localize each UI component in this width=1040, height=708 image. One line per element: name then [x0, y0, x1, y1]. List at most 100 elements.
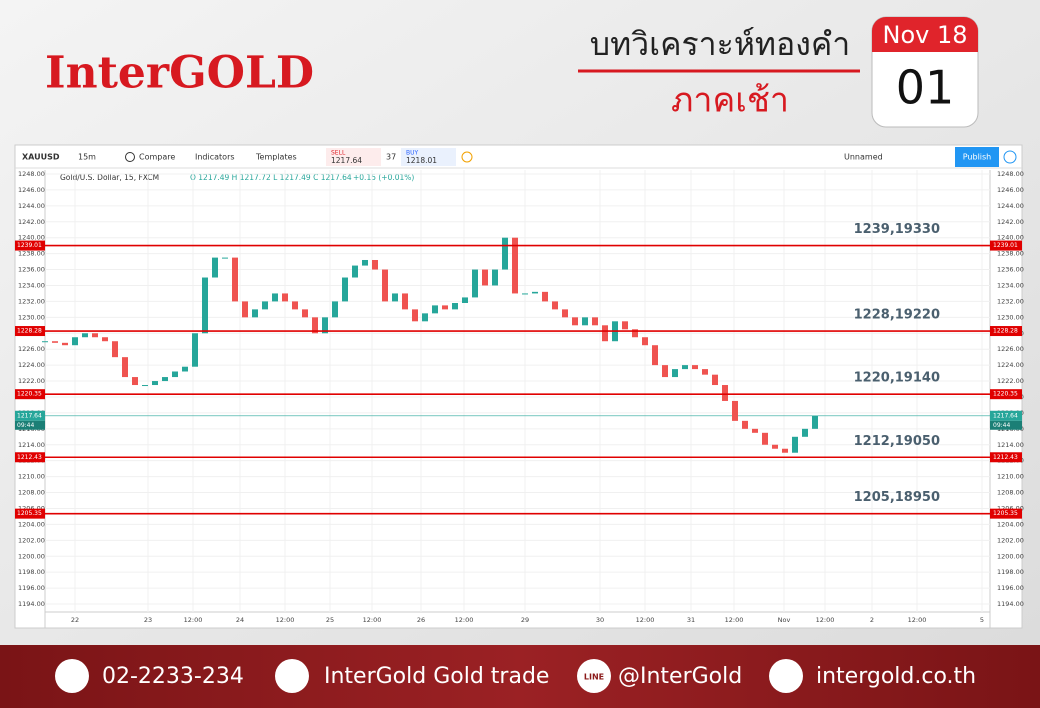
info-icon[interactable]	[461, 151, 473, 163]
publish-button[interactable]	[955, 147, 999, 167]
level-tag-right	[990, 326, 1022, 337]
candle	[712, 374, 718, 386]
candle	[652, 345, 658, 366]
x-tick-label: 12:00	[184, 616, 203, 624]
y-tick-label-right: 1244.00	[997, 202, 1024, 210]
candle	[432, 305, 438, 314]
play-icon[interactable]	[1003, 150, 1017, 164]
candle	[322, 317, 328, 334]
candle	[82, 333, 88, 338]
y-tick-label: 1198.00	[18, 568, 45, 576]
x-tick-label: 12:00	[636, 616, 655, 624]
y-tick-label: 1208.00	[18, 489, 45, 497]
x-tick-label: 25	[326, 616, 334, 624]
templates[interactable]: Templates	[255, 153, 297, 162]
candle	[112, 341, 118, 358]
y-tick-label: 1226.00	[18, 345, 45, 353]
x-tick-label: 12:00	[816, 616, 835, 624]
x-tick-label: 12:00	[276, 616, 295, 624]
buy-label: BUY	[406, 150, 419, 157]
buy-box[interactable]	[401, 148, 456, 166]
y-tick-label-right: 1242.00	[997, 218, 1024, 226]
candle	[522, 293, 528, 295]
y-tick-label-right: 1248.00	[997, 170, 1024, 178]
candle	[352, 265, 358, 278]
y-tick-label-right: 1238.00	[997, 250, 1024, 258]
layout-name[interactable]: Unnamed	[844, 153, 883, 162]
level-note: 1220,19140	[854, 371, 940, 386]
symbol[interactable]: XAUUSD	[22, 153, 60, 162]
candle	[692, 365, 698, 370]
candle	[762, 432, 768, 445]
current-tag	[990, 410, 1022, 421]
sell-box[interactable]	[326, 148, 381, 166]
candle	[672, 369, 678, 378]
y-tick-label: 1222.00	[18, 377, 45, 385]
line-icon	[577, 659, 611, 693]
subtitle: ภาคเช้า	[671, 81, 789, 121]
x-tick-label: 5	[980, 616, 984, 624]
buy-price: 1218.01	[406, 156, 437, 165]
candle	[752, 428, 758, 433]
candle	[422, 313, 428, 322]
candle	[342, 277, 348, 302]
candle	[642, 337, 648, 346]
time-tag-label: 09:44	[993, 422, 1010, 429]
x-tick-label: 12:00	[363, 616, 382, 624]
candle	[442, 305, 448, 310]
current-tag-label: 1217.64	[17, 412, 42, 419]
candle	[102, 337, 108, 342]
y-tick-label: 1238.00	[18, 250, 45, 258]
level-tag-label-right: 1205.35	[993, 510, 1018, 517]
interval[interactable]: 15m	[78, 153, 96, 162]
x-tick-label: 22	[71, 616, 79, 624]
y-tick-label-right: 1214.00	[997, 441, 1024, 449]
candle	[242, 301, 248, 318]
level-tag-label-right: 1228.28	[993, 328, 1018, 335]
y-tick-label-right: 1236.00	[997, 266, 1024, 274]
candle	[122, 357, 128, 378]
candle	[802, 428, 808, 437]
y-tick-label: 1244.00	[18, 202, 45, 210]
y-tick-label-right: 1194.00	[997, 600, 1024, 608]
level-tag-label: 1212.43	[17, 454, 42, 461]
y-tick-label: 1246.00	[18, 186, 45, 194]
logo: InterGOLD	[45, 48, 314, 99]
candle	[782, 448, 788, 453]
web: intergold.co.th	[816, 664, 976, 689]
y-tick-label-right: 1204.00	[997, 520, 1024, 528]
candle	[542, 291, 548, 302]
candle	[622, 321, 628, 330]
current-tag	[15, 410, 45, 421]
x-tick-label: 29	[521, 616, 529, 624]
candle	[182, 366, 188, 372]
y-tick-label-right: 1222.00	[997, 377, 1024, 385]
level-tag-right	[990, 240, 1022, 251]
y-tick-label-right: 1206.00	[997, 504, 1024, 512]
candle	[42, 341, 48, 343]
candle	[582, 317, 588, 326]
chart-panel	[14, 144, 1023, 629]
candle	[792, 436, 798, 453]
footer	[0, 645, 1040, 708]
x-tick-label: 12:00	[725, 616, 744, 624]
candle	[62, 342, 68, 346]
level-tag-label-right: 1220.35	[993, 391, 1018, 398]
candle	[562, 309, 568, 318]
candle	[382, 269, 388, 302]
compare[interactable]: Compare	[139, 153, 175, 162]
candle	[812, 415, 818, 429]
candle	[192, 333, 198, 367]
x-tick-label: 26	[417, 616, 425, 624]
candle	[632, 329, 638, 338]
candle	[702, 369, 708, 375]
candle	[572, 317, 578, 326]
indicators[interactable]: Indicators	[195, 153, 235, 162]
y-tick-label-right: 1232.00	[997, 297, 1024, 305]
candle	[482, 269, 488, 286]
candle	[682, 365, 688, 370]
level-tag	[15, 240, 45, 251]
y-tick-label: 1210.00	[18, 473, 45, 481]
phone-icon	[55, 659, 89, 693]
candle	[152, 381, 158, 386]
